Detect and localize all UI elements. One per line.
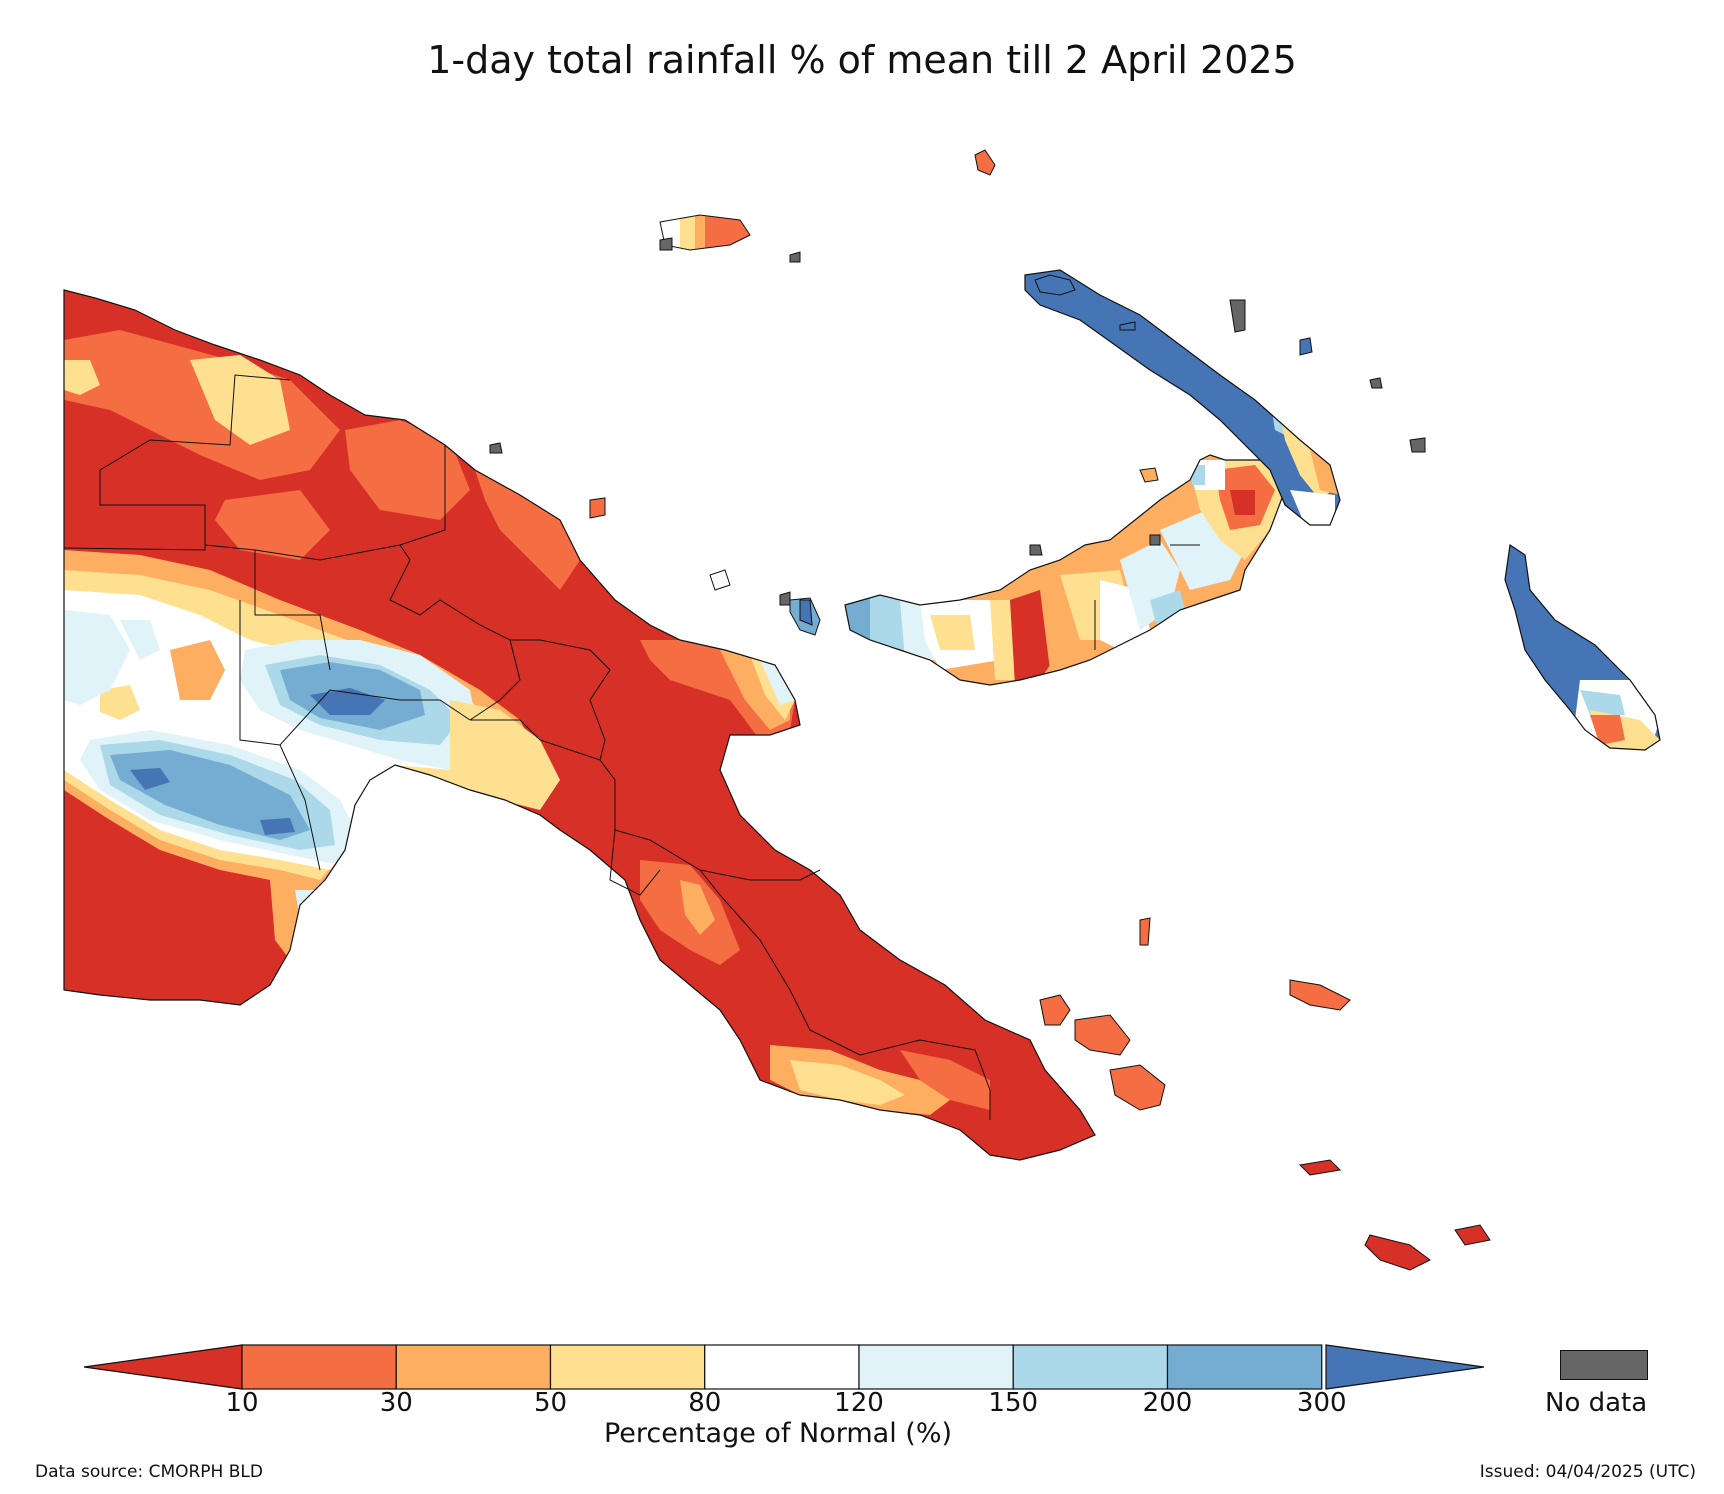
new-britain-boundary	[1094, 544, 1200, 650]
colorbar-tick-label: 150	[988, 1388, 1039, 1418]
map-title: 1-day total rainfall % of mean till 2 Ap…	[427, 38, 1297, 82]
bougainville-coastline	[1504, 543, 1661, 751]
colorbar-segment-200-300	[1166, 1344, 1323, 1390]
data-source: Data source: CMORPH BLD	[35, 1462, 263, 1482]
colorbar-segment-150-200	[1012, 1344, 1169, 1390]
issued-date: Issued: 04/04/2025 (UTC)	[1479, 1462, 1696, 1482]
colorbar-label: Percentage of Normal (%)	[603, 1418, 953, 1449]
no-data-label: No data	[1545, 1388, 1648, 1418]
colorbar-tick-label: 200	[1142, 1388, 1193, 1418]
colorbar-tick-label: 50	[533, 1388, 568, 1418]
new-ireland-coastline	[1024, 269, 1341, 526]
colorbar-segment-50-80	[549, 1344, 706, 1390]
colorbar-segment-80-120	[704, 1344, 860, 1390]
province-boundaries	[63, 374, 991, 1120]
colorbar-tick-label: 10	[225, 1388, 259, 1418]
colorbar	[84, 1344, 1484, 1390]
rainfall-map	[63, 149, 1661, 1271]
colorbar-tick-label: 80	[688, 1388, 722, 1418]
colorbar-segment-10-30	[241, 1344, 397, 1390]
mainland-rainfall-field	[64, 290, 1095, 1160]
new-britain-rainfall-field	[845, 455, 1285, 685]
mainland-coastline	[63, 289, 1096, 1161]
colorbar-segment-above-300	[1325, 1344, 1484, 1390]
colorbar-segment-30-50	[395, 1344, 552, 1390]
small-islands	[489, 149, 1491, 1271]
colorbar-tick-label: 300	[1296, 1388, 1347, 1418]
new-britain-coastline	[844, 454, 1286, 686]
colorbar-segment-below-10	[84, 1344, 243, 1390]
colorbar-segment-120-150	[858, 1344, 1014, 1390]
colorbar-tick-label: 30	[379, 1388, 413, 1418]
no-data-swatch	[1560, 1350, 1648, 1380]
colorbar-tick-label: 120	[834, 1388, 884, 1418]
